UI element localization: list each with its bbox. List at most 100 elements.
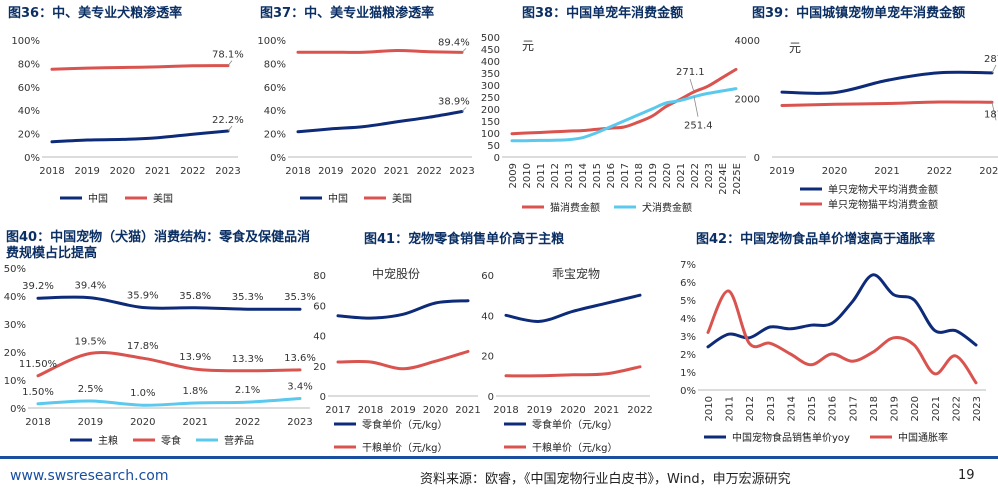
- c41b-subtitle: 乖宝宠物: [552, 266, 600, 281]
- c41a-x-tick-label: 2020: [423, 405, 448, 416]
- c42-x-tick-label: 2017: [848, 396, 859, 421]
- c40-data-label: 35.9%: [127, 290, 159, 301]
- c40-y-tick-label: 20%: [4, 348, 26, 359]
- c41b-x-tick-label: 2020: [560, 405, 585, 416]
- c39-series-line-0: [780, 70, 994, 95]
- c38-x-tick-label: 2022: [690, 163, 701, 188]
- c39-x-tick-label: 2019: [769, 166, 794, 177]
- c37-y-tick-label: 20%: [264, 130, 286, 141]
- c36-x-tick-label: 2020: [110, 166, 135, 177]
- c40-data-label: 13.6%: [284, 353, 316, 364]
- c36-x-tick-label: 2019: [74, 166, 99, 177]
- c40-x-tick-label: 2019: [78, 417, 103, 428]
- c42-x-tick-label: 2015: [807, 396, 818, 421]
- c40-data-label: 39.4%: [75, 281, 107, 292]
- c37-end-label: 89.4%: [438, 37, 470, 48]
- c42-legend-label: 中国宠物食品销售单价yoy: [732, 431, 850, 444]
- c37-x-tick-label: 2018: [285, 166, 310, 177]
- c37-series-line-0: [296, 110, 464, 134]
- c42-y-tick-label: 0%: [680, 386, 696, 397]
- c37-x-tick-label: 2023: [449, 166, 474, 177]
- c38-x-tick-label: 2010: [522, 163, 533, 188]
- c38-y-tick-label: 100: [481, 129, 500, 140]
- c36-series-line-1: [50, 64, 230, 71]
- c41a-y-tick-label: 80: [313, 271, 326, 282]
- c40-legend-label: 零食: [161, 434, 181, 447]
- c40-y-tick-label: 30%: [4, 320, 26, 331]
- c42-x-tick-label: 2012: [745, 396, 756, 421]
- c40-data-label: 2.1%: [235, 385, 260, 396]
- c41a-subtitle: 中宠股份: [372, 266, 420, 281]
- c36-end-label: 22.2%: [212, 115, 244, 126]
- c40-series-line-1: [36, 351, 302, 378]
- c36-legend-label: 中国: [88, 192, 108, 205]
- c36-y-tick-label: 20%: [18, 130, 40, 141]
- c38-y-tick-label: 0: [494, 153, 500, 164]
- c36-x-tick-label: 2021: [145, 166, 170, 177]
- c41b-y-tick-label: 60: [481, 271, 494, 282]
- c38-annotation-leader: [689, 78, 695, 93]
- c36-x-tick-label: 2022: [180, 166, 205, 177]
- footer-rule: [0, 456, 998, 459]
- c41a-legend-label: 零食单价（元/kg）: [362, 418, 448, 431]
- c40-data-label: 13.9%: [179, 352, 211, 363]
- c41a-y-tick-label: 0: [320, 392, 326, 403]
- c38-annotation-leader: [693, 96, 699, 117]
- c38-y-tick-label: 50: [487, 141, 500, 152]
- footer-url[interactable]: www.swsresearch.com: [10, 468, 169, 484]
- c41a-x-tick-label: 2019: [390, 405, 415, 416]
- c37-end-label: 38.9%: [438, 96, 470, 107]
- c42-x-tick-label: 2014: [786, 396, 797, 421]
- c38-x-tick-label: 2018: [634, 163, 645, 188]
- c38-y-tick-label: 350: [481, 69, 500, 80]
- c41b-y-tick-label: 40: [481, 311, 494, 322]
- c41a-series-line-0: [336, 299, 470, 320]
- c37-x-tick-label: 2022: [416, 166, 441, 177]
- c40-y-tick-label: 0%: [10, 404, 26, 415]
- c38-x-tick-label: 2014: [578, 163, 589, 188]
- c41a-x-tick-label: 2021: [455, 405, 480, 416]
- c41b-x-tick-label: 2022: [627, 405, 652, 416]
- c38-x-tick-label: 2009: [508, 163, 519, 188]
- c36-y-tick-label: 0%: [24, 153, 40, 164]
- c42-x-tick-label: 2019: [890, 396, 901, 421]
- c40-data-label: 1.8%: [182, 386, 207, 397]
- c42-y-tick-label: 1%: [680, 368, 696, 379]
- c41b-y-tick-label: 0: [488, 392, 494, 403]
- c36-y-tick-label: 100%: [11, 36, 40, 47]
- c42-x-tick-label: 2011: [725, 396, 736, 421]
- c42-series-line-1: [706, 289, 978, 385]
- c42-y-tick-label: 5%: [680, 296, 696, 307]
- chart-title-36: 图36：中、美专业犬粮渗透率: [8, 6, 183, 21]
- c38-series-line-0: [510, 67, 738, 136]
- c40-series-line-0: [36, 295, 302, 311]
- page-number: 19: [958, 468, 975, 483]
- c37-x-tick-label: 2020: [351, 166, 376, 177]
- c41b-legend-label: 零食单价（元/kg）: [532, 418, 618, 431]
- c37-legend-label: 美国: [392, 192, 412, 205]
- chart-title-41: 图41：宠物零食销售单价高于主粮: [364, 232, 565, 247]
- c37-y-tick-label: 80%: [264, 59, 286, 70]
- c38-x-tick-label: 2023: [704, 163, 715, 188]
- chart-title-38: 图38：中国单宠年消费金额: [522, 6, 684, 21]
- c38-x-tick-label: 2024E: [718, 163, 729, 195]
- c39-x-tick-label: 2020: [822, 166, 847, 177]
- c41a-y-tick-label: 20: [313, 362, 326, 373]
- c38-y-tick-label: 250: [481, 93, 500, 104]
- c39-series-line-1: [780, 100, 994, 107]
- c38-annotation: 251.4: [684, 121, 713, 132]
- c39-unit-label: 元: [789, 41, 801, 55]
- c40-data-label: 35.3%: [232, 292, 264, 303]
- c36-end-label-leader: [227, 125, 233, 132]
- c42-x-tick-label: 2023: [972, 396, 983, 421]
- c38-y-tick-label: 450: [481, 45, 500, 56]
- c38-legend-label: 猫消费金额: [550, 201, 600, 214]
- c38-x-tick-label: 2011: [536, 163, 547, 188]
- c40-y-tick-label: 40%: [4, 292, 26, 303]
- c39-end-label: 2875: [984, 54, 998, 65]
- c42-y-tick-label: 4%: [680, 314, 696, 325]
- c37-y-tick-label: 40%: [264, 106, 286, 117]
- c36-end-label: 78.1%: [212, 50, 244, 61]
- c39-end-label-leader: [991, 102, 997, 121]
